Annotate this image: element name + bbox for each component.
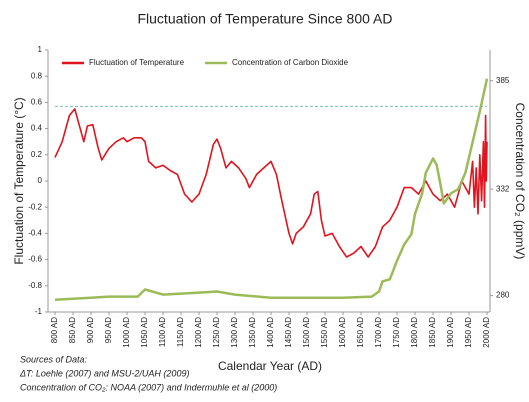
- x-tick-label: 800 AD: [50, 317, 59, 343]
- y-tick-label: -0.6: [28, 255, 42, 264]
- y-tick-label: -0.4: [28, 229, 42, 238]
- legend-label: Concentration of Carbon Dioxide: [232, 58, 349, 67]
- source-text: Sources of Data:: [20, 354, 88, 364]
- x-tick-label: 950 AD: [104, 317, 113, 343]
- y2-tick-label: 332: [496, 184, 510, 193]
- legend-label: Fluctuation of Temperature: [89, 58, 185, 67]
- y-tick-label: -0.8: [28, 281, 42, 290]
- y-tick-label: 0.4: [31, 124, 43, 133]
- x-tick-label: 1100 AD: [158, 317, 167, 347]
- x-tick-label: 1700 AD: [374, 317, 383, 348]
- data-line: [54, 108, 488, 258]
- y-axis-label: Fluctuation of Temperature (°C): [12, 97, 26, 264]
- x-tick-label: 1150 AD: [176, 317, 185, 347]
- y-tick-label: 0.8: [31, 71, 43, 80]
- y-tick-label: 0: [38, 176, 43, 185]
- x-tick-label: 1050 AD: [140, 317, 149, 348]
- y2-tick-label: 280: [496, 291, 510, 300]
- x-tick-label: 1800 AD: [410, 317, 419, 348]
- y-tick-label: -1: [35, 307, 43, 316]
- y-tick-label: -0.2: [28, 202, 42, 211]
- chart-title: Fluctuation of Temperature Since 800 AD: [137, 11, 392, 27]
- x-tick-label: 1300 AD: [230, 317, 239, 348]
- x-tick-label: 1250 AD: [212, 317, 221, 348]
- x-tick-label: 1650 AD: [356, 317, 365, 348]
- x-tick-label: 1400 AD: [266, 317, 275, 348]
- y-tick-label: 1: [38, 45, 43, 54]
- x-tick-label: 1000 AD: [122, 317, 131, 348]
- data-line: [54, 78, 489, 301]
- x-tick-label: 1900 AD: [446, 317, 455, 348]
- y2-tick-label: 385: [496, 76, 510, 85]
- x-tick-label: 1500 AD: [302, 317, 311, 348]
- y-tick-label: 0.6: [31, 98, 43, 107]
- x-axis-label: Calendar Year (AD): [218, 359, 322, 373]
- x-tick-label: 1450 AD: [284, 317, 293, 348]
- y-tick-label: 0.2: [31, 150, 43, 159]
- x-tick-label: 1600 AD: [338, 317, 347, 348]
- x-tick-label: 1850 AD: [428, 317, 437, 348]
- source-text: ΔT: Loehle (2007) and MSU-2/UAH (2009): [19, 368, 189, 378]
- x-tick-label: 1750 AD: [392, 317, 401, 348]
- x-tick-label: 1550 AD: [320, 317, 329, 348]
- source-text: Concentration of CO₂: NOAA (2007) and In…: [20, 382, 277, 392]
- x-tick-label: 900 AD: [86, 317, 95, 343]
- x-tick-label: 1350 AD: [248, 317, 257, 348]
- x-tick-label: 1200 AD: [194, 317, 203, 348]
- y2-axis-label: Concentration of CO₂ (ppmV): [513, 103, 527, 260]
- x-tick-label: 2000 AD: [482, 317, 491, 348]
- x-tick-label: 1950 AD: [464, 317, 473, 348]
- x-tick-label: 850 AD: [68, 317, 77, 343]
